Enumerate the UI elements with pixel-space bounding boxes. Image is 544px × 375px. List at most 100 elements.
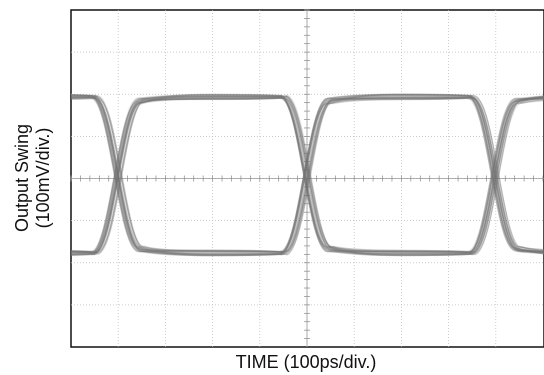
eye-trace: [470, 99, 544, 252]
eye-trace: [474, 95, 544, 252]
eye-trace: [96, 95, 287, 255]
eye-trace: [285, 96, 468, 256]
eye-trace: [472, 97, 544, 253]
eye-trace: [470, 98, 544, 253]
eye-trace: [281, 93, 469, 253]
eye-trace: [92, 93, 282, 253]
eye-trace: [93, 95, 285, 253]
eye-trace: [284, 98, 469, 253]
eye-trace: [280, 95, 473, 257]
eye-trace: [93, 97, 284, 254]
eye-trace: [472, 97, 544, 254]
x-axis-label: TIME (100ps/div.): [236, 352, 377, 372]
eye-trace: [468, 98, 544, 252]
eye-trace: [474, 97, 544, 254]
eye-trace: [472, 98, 544, 252]
eye-trace: [470, 95, 544, 252]
eye-trace: [468, 95, 544, 254]
eye-trace: [279, 97, 471, 253]
eye-trace: [91, 97, 286, 254]
eye-trace: [280, 93, 471, 255]
eye-trace: [285, 95, 473, 256]
eye-trace: [472, 95, 544, 254]
eye-trace: [468, 95, 544, 255]
eye-trace: [279, 97, 469, 253]
eye-trace: [280, 98, 468, 256]
eye-trace: [279, 96, 471, 253]
eye-trace: [89, 97, 281, 255]
eye-trace: [280, 93, 468, 254]
eye-trace: [280, 95, 474, 252]
eye-trace: [470, 94, 544, 253]
eye-trace: [286, 95, 473, 255]
eye-trace: [97, 96, 282, 256]
eye-trace: [286, 94, 470, 253]
eye-trace: [470, 95, 544, 253]
eye-trace: [279, 95, 468, 253]
eye-trace: [93, 97, 287, 254]
eye-trace: [286, 94, 470, 253]
eye-trace: [281, 96, 470, 253]
eye-trace: [472, 99, 544, 254]
eye-trace: [96, 96, 285, 252]
eye-trace: [94, 97, 284, 253]
eye-trace: [468, 98, 544, 253]
eye-trace: [90, 95, 284, 253]
eye-trace: [94, 95, 281, 257]
eye-trace: [467, 98, 544, 256]
eye-trace: [90, 94, 281, 256]
eye-trace: [281, 94, 475, 254]
eye-trace: [467, 98, 544, 252]
eye-trace: [474, 96, 544, 253]
eye-trace: [285, 97, 468, 255]
eye-trace: [469, 97, 544, 252]
eye-trace: [280, 97, 471, 255]
eye-trace: [280, 97, 470, 256]
eye-trace: [97, 95, 281, 253]
eye-trace: [93, 96, 286, 256]
eye-trace: [283, 96, 475, 253]
eye-trace: [93, 96, 285, 253]
eye-trace: [468, 95, 544, 252]
eye-trace: [93, 95, 286, 256]
eye-trace: [285, 95, 468, 254]
eye-trace: [469, 95, 544, 255]
eye-trace: [469, 97, 544, 256]
eye-trace: [96, 95, 280, 256]
eye-trace: [467, 98, 544, 254]
eye-trace: [92, 97, 283, 254]
eye-trace: [281, 97, 475, 257]
eye-trace: [470, 96, 544, 252]
eye-trace: [283, 94, 471, 253]
eye-trace: [285, 98, 468, 254]
eye-trace: [466, 97, 544, 256]
eye-trace: [284, 96, 469, 253]
eye-trace: [90, 95, 282, 257]
eye-trace: [282, 96, 474, 256]
eye-trace: [92, 97, 282, 255]
eye-trace: [90, 95, 281, 253]
eye-trace: [97, 96, 281, 252]
eye-trace: [94, 97, 281, 255]
eye-trace: [279, 96, 469, 254]
eye-trace: [471, 96, 544, 252]
eye-trace: [470, 96, 544, 254]
eye-trace: [96, 94, 286, 256]
eye-trace: [280, 96, 474, 253]
eye-trace: [466, 95, 544, 254]
eye-trace: [472, 98, 544, 255]
eye-trace: [284, 93, 472, 256]
eye-trace: [472, 97, 544, 253]
eye-trace: [280, 96, 474, 255]
eye-trace: [96, 95, 284, 253]
eye-trace: [91, 96, 281, 254]
eye-trace: [468, 97, 544, 254]
eye-trace: [470, 96, 544, 253]
eye-trace: [470, 96, 544, 254]
eye-trace: [467, 95, 544, 253]
eye-trace: [90, 95, 280, 253]
eye-trace: [284, 96, 472, 255]
eye-trace: [279, 94, 468, 256]
eye-trace: [96, 96, 280, 256]
